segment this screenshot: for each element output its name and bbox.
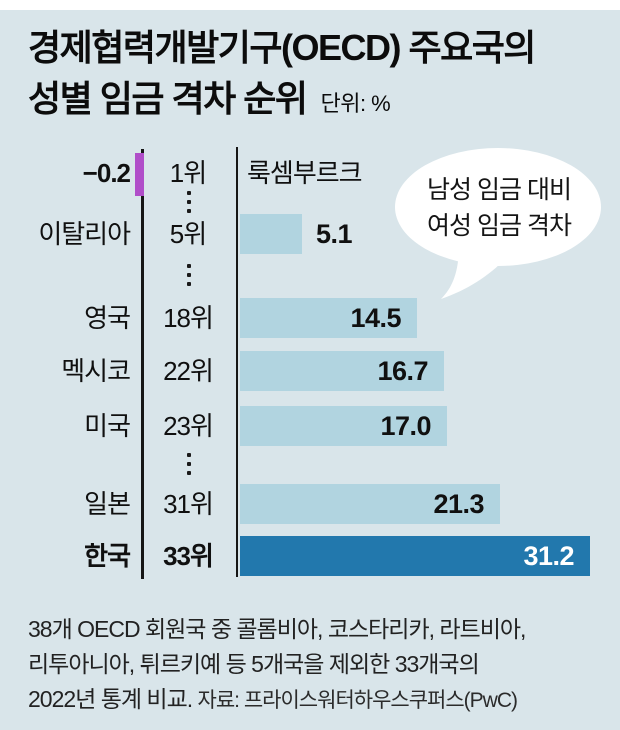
rank-label: 22위: [163, 356, 214, 386]
callout-text: 남성 임금 대비 여성 임금 격차: [396, 172, 602, 244]
negative-bar-tick: [135, 153, 144, 196]
country-label: 한국: [84, 541, 131, 571]
country-label: 이탈리아: [38, 219, 131, 249]
bar: [240, 484, 500, 524]
title-line-2-text: 성별 임금 격차 순위: [28, 78, 308, 119]
rank-label: 33위: [163, 541, 214, 571]
top-white-margin: [0, 0, 620, 10]
axis-line-right: [236, 147, 238, 577]
callout-line-1: 남성 임금 대비: [427, 176, 572, 204]
chart-title: 경제협력개발기구(OECD) 주요국의 성별 임금 격차 순위 단위: %: [28, 22, 608, 129]
value-label: 31.2: [523, 541, 574, 571]
country-label: 미국: [84, 411, 131, 441]
bar: [240, 351, 444, 391]
value-label: 5.1: [316, 219, 353, 249]
rank-label: 1위: [169, 158, 207, 188]
footnote-line-1: 38개 OECD 회원국 중 콜롬비아, 코스타리카, 라트비아,: [28, 616, 526, 642]
rank-label: 23위: [163, 411, 214, 441]
bar: [240, 298, 417, 338]
axis-line-left: [141, 149, 144, 579]
value-label: 14.5: [350, 303, 401, 333]
footnote: 38개 OECD 회원국 중 콜롬비아, 코스타리카, 라트비아, 리투아니아,…: [28, 612, 603, 718]
callout-line-2: 여성 임금 격차: [427, 212, 572, 240]
unit-label: 단위: %: [320, 91, 391, 116]
value-label: −0.2: [82, 158, 131, 188]
ellipsis-dots: [186, 191, 192, 213]
speech-bubble: [395, 148, 601, 299]
country-label: 일본: [84, 489, 131, 519]
value-label: 16.7: [377, 356, 428, 386]
footnote-line-2: 리투아니아, 튀르키예 등 5개국을 제외한 33개국의: [28, 651, 480, 677]
value-label: 21.3: [433, 489, 484, 519]
source-label: 자료: 프라이스워터하우스쿠퍼스(PwC): [197, 689, 518, 712]
bar: [240, 214, 302, 254]
rank-label: 5위: [169, 219, 207, 249]
footnote-line-3: 2022년 통계 비교. 자료: 프라이스워터하우스쿠퍼스(PwC): [28, 682, 603, 718]
value-label: 17.0: [380, 411, 431, 441]
speech-bubble-body: [395, 148, 601, 266]
bar: [240, 406, 447, 446]
country-label: 영국: [84, 303, 131, 333]
title-line-1: 경제협력개발기구(OECD) 주요국의: [28, 27, 536, 68]
rank-label: 31위: [163, 489, 214, 519]
country-label: 멕시코: [61, 356, 131, 386]
footnote-line-3-text: 2022년 통계 비교.: [28, 686, 193, 712]
speech-bubble-tail: [441, 250, 506, 299]
rank-label: 18위: [163, 303, 214, 333]
bar-highlight: [240, 536, 590, 576]
ellipsis-dots: [186, 264, 192, 286]
ellipsis-dots: [186, 453, 192, 475]
title-line-2: 성별 임금 격차 순위 단위: %: [28, 73, 608, 129]
country-label: 룩셈부르크: [247, 158, 363, 188]
